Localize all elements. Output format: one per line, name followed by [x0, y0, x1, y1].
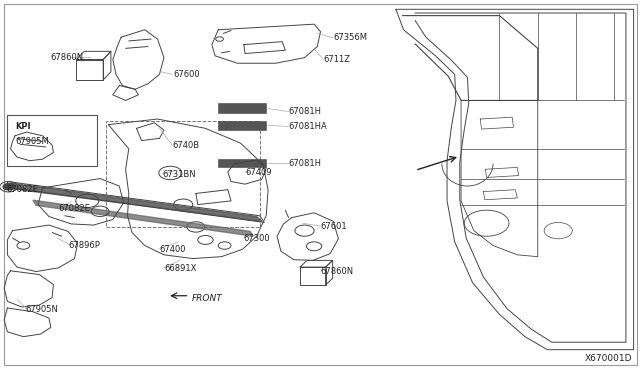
Text: 67896P: 67896P — [68, 241, 100, 250]
Text: 67081HA: 67081HA — [289, 122, 327, 131]
Text: 67356M: 67356M — [333, 33, 367, 42]
Bar — [8, 115, 97, 166]
Text: X670001D: X670001D — [585, 354, 632, 363]
Circle shape — [3, 183, 15, 190]
Text: 67600: 67600 — [173, 70, 200, 79]
Polygon shape — [33, 200, 253, 236]
Text: 6740B: 6740B — [172, 141, 200, 150]
Text: 6711Z: 6711Z — [324, 55, 351, 64]
Bar — [218, 103, 266, 113]
Bar — [218, 121, 266, 130]
Text: 67081H: 67081H — [289, 107, 321, 116]
Text: 67601: 67601 — [321, 222, 347, 231]
Polygon shape — [11, 183, 262, 221]
Text: 67905N: 67905N — [25, 305, 58, 314]
Text: 67860N: 67860N — [321, 267, 354, 276]
Text: 66891X: 66891X — [164, 264, 196, 273]
Text: 67300: 67300 — [244, 234, 271, 243]
Text: 6731BN: 6731BN — [162, 170, 196, 179]
Text: KPI: KPI — [15, 122, 31, 131]
Text: 67409: 67409 — [245, 169, 271, 177]
Bar — [218, 159, 266, 167]
Text: 67082E: 67082E — [58, 204, 90, 213]
Bar — [106, 121, 260, 227]
Text: 67082E: 67082E — [6, 185, 38, 194]
Text: 67081H: 67081H — [289, 159, 321, 168]
Text: 67400: 67400 — [159, 245, 186, 254]
Text: 67860N: 67860N — [51, 53, 84, 62]
Text: FRONT: FRONT — [191, 294, 222, 303]
Text: 67905M: 67905M — [15, 137, 49, 146]
